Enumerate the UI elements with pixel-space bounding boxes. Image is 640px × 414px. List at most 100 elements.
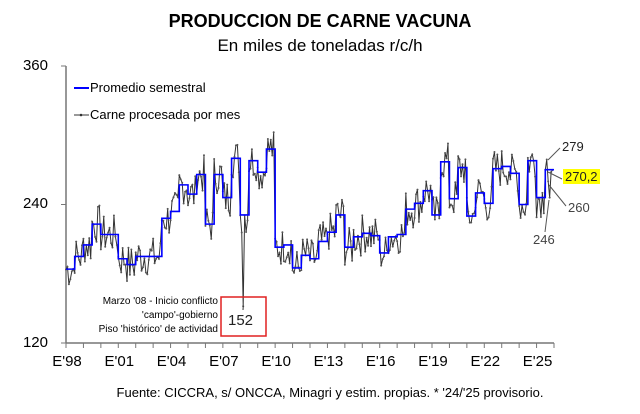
monthly-point [191, 183, 194, 186]
monthly-point [365, 236, 368, 239]
monthly-point [499, 183, 502, 186]
monthly-point [412, 226, 415, 229]
monthly-point [83, 260, 86, 263]
monthly-point [492, 157, 494, 160]
monthly-point [528, 170, 531, 173]
x-tick-label: E'16 [365, 353, 396, 370]
monthly-point [70, 270, 73, 273]
monthly-point [345, 251, 348, 254]
monthly-point [176, 196, 179, 199]
monthly-point [413, 216, 416, 219]
monthly-point [359, 254, 362, 257]
monthly-point [98, 204, 101, 207]
monthly-point [250, 148, 253, 151]
monthly-point [102, 215, 105, 218]
monthly-point [205, 208, 208, 211]
x-tick-label: E'01 [104, 353, 135, 370]
monthly-point [112, 214, 115, 217]
monthly-point [150, 249, 153, 252]
monthly-point [80, 244, 83, 247]
monthly-point [445, 157, 448, 160]
monthly-point [198, 170, 201, 173]
monthly-point [66, 265, 69, 268]
monthly-point [237, 171, 240, 174]
monthly-point [224, 207, 227, 210]
monthly-point [342, 205, 345, 208]
monthly-point [277, 255, 280, 258]
monthly-point [393, 239, 396, 242]
monthly-point [425, 180, 428, 183]
monthly-point [169, 219, 172, 222]
monthly-point [513, 167, 516, 170]
monthly-point [202, 154, 205, 157]
monthly-point [189, 185, 192, 188]
annotation-line: Marzo '08 - Inicio conflicto [102, 296, 218, 307]
monthly-point [348, 226, 351, 229]
monthly-point [329, 212, 332, 215]
monthly-point [159, 242, 162, 245]
annotation-line: 'campo'-gobierno [141, 310, 218, 321]
monthly-point [478, 182, 481, 185]
monthly-point [451, 204, 454, 207]
monthly-point [512, 159, 515, 162]
monthly-point [343, 263, 346, 266]
monthly-point [307, 247, 310, 250]
monthly-point [246, 219, 249, 222]
monthly-point [522, 210, 525, 213]
monthly-point [291, 269, 294, 272]
monthly-point [316, 249, 319, 252]
monthly-point [311, 242, 314, 245]
monthly-point [406, 223, 409, 226]
monthly-point [79, 263, 82, 266]
monthly-point [121, 247, 124, 250]
annotation-line: Piso 'histórico' de actividad [98, 324, 218, 335]
monthly-point [120, 271, 123, 274]
y-tick-label: 240 [22, 195, 48, 212]
label-279: 279 [562, 139, 584, 154]
monthly-point [416, 188, 419, 191]
monthly-point [454, 181, 457, 184]
monthly-point [367, 244, 370, 247]
monthly-point [268, 150, 271, 153]
semestral-line [66, 148, 554, 270]
monthly-point [140, 269, 143, 272]
legend-semestral: Promedio semestral [90, 80, 206, 95]
monthly-point [309, 259, 311, 262]
monthly-point [493, 151, 496, 154]
monthly-point [420, 211, 423, 214]
monthly-point [115, 244, 118, 247]
monthly-point [253, 172, 256, 175]
monthly-point [76, 251, 79, 254]
monthly-point [542, 212, 545, 215]
monthly-point [464, 158, 467, 161]
chart-title: PRODUCCION DE CARNE VACUNA [168, 11, 472, 31]
monthly-point [399, 250, 402, 253]
monthly-point [403, 231, 406, 234]
monthly-point [407, 211, 410, 214]
label-246: 246 [533, 232, 555, 247]
monthly-point [461, 163, 464, 166]
chart-subtitle: En miles de toneladas r/c/h [217, 36, 423, 55]
monthly-point [175, 193, 178, 196]
monthly-point [467, 210, 470, 213]
monthly-point [519, 216, 522, 219]
monthly-point [323, 235, 326, 238]
leader-270 [547, 171, 563, 180]
monthly-point [82, 237, 85, 240]
monthly-point [110, 242, 113, 245]
monthly-point [333, 235, 336, 238]
monthly-point [306, 238, 309, 241]
monthly-point [545, 158, 548, 161]
monthly-point [364, 250, 367, 253]
monthly-point [391, 245, 394, 248]
monthly-point [233, 155, 236, 158]
monthly-point [500, 150, 503, 153]
monthly-point [476, 196, 479, 199]
monthly-point [339, 216, 342, 219]
monthly-point [99, 248, 102, 251]
monthly-point [505, 175, 508, 178]
monthly-point [278, 251, 281, 254]
monthly-point [263, 174, 266, 177]
monthly-point [335, 204, 338, 207]
monthly-point [101, 235, 104, 238]
